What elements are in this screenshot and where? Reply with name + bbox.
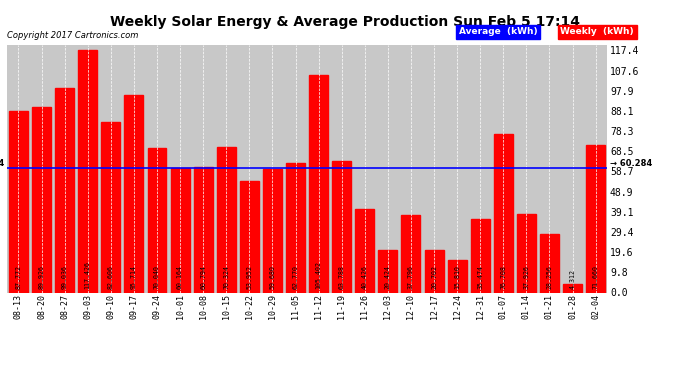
Bar	[563, 284, 582, 292]
Text: 82.606: 82.606	[108, 266, 114, 290]
Text: 37.926: 37.926	[524, 266, 529, 290]
Text: Weekly  (kWh): Weekly (kWh)	[560, 27, 634, 36]
Text: 95.714: 95.714	[131, 266, 137, 290]
Text: 20.702: 20.702	[431, 266, 437, 290]
Bar	[124, 95, 144, 292]
Text: 87.772: 87.772	[15, 266, 21, 290]
Text: 60.794: 60.794	[200, 266, 206, 290]
Bar	[286, 163, 305, 292]
Text: 63.788: 63.788	[339, 266, 345, 290]
Bar	[9, 111, 28, 292]
Text: 89.926: 89.926	[39, 266, 45, 290]
Bar	[586, 145, 605, 292]
Bar	[540, 234, 559, 292]
Text: 117.426: 117.426	[85, 261, 90, 290]
Text: Copyright 2017 Cartronics.com: Copyright 2017 Cartronics.com	[7, 31, 138, 40]
Bar	[471, 219, 490, 292]
Bar	[170, 168, 190, 292]
Bar	[194, 167, 213, 292]
Text: 37.796: 37.796	[408, 266, 414, 290]
Text: 4.312: 4.312	[569, 269, 575, 290]
Text: 59.680: 59.680	[269, 266, 275, 290]
Bar	[424, 250, 444, 292]
Text: 70.040: 70.040	[154, 266, 160, 290]
Bar	[517, 214, 536, 292]
Text: 62.770: 62.770	[293, 266, 299, 290]
Bar	[402, 214, 420, 292]
Text: → 60.284: → 60.284	[610, 159, 652, 168]
Text: 105.402: 105.402	[315, 261, 322, 290]
Bar	[217, 147, 236, 292]
Bar	[332, 161, 351, 292]
Text: 60.164: 60.164	[177, 266, 183, 290]
Text: 53.952: 53.952	[246, 266, 253, 290]
Text: 70.324: 70.324	[224, 266, 229, 290]
Text: 20.424: 20.424	[385, 266, 391, 290]
Bar	[55, 88, 74, 292]
Text: 76.708: 76.708	[500, 266, 506, 290]
Text: 40.426: 40.426	[362, 266, 368, 290]
Text: 28.256: 28.256	[546, 266, 553, 290]
Text: Average  (kWh): Average (kWh)	[459, 27, 538, 36]
Bar	[355, 209, 374, 292]
Text: 71.660: 71.660	[593, 266, 599, 290]
Text: 35.474: 35.474	[477, 266, 483, 290]
Bar	[448, 260, 466, 292]
Text: 15.810: 15.810	[454, 266, 460, 290]
Bar	[494, 134, 513, 292]
Text: ← 60.284: ← 60.284	[0, 159, 4, 168]
Bar	[148, 148, 166, 292]
Bar	[263, 170, 282, 292]
Bar	[309, 75, 328, 292]
Bar	[240, 181, 259, 292]
Bar	[378, 251, 397, 292]
Bar	[78, 50, 97, 292]
Text: Weekly Solar Energy & Average Production Sun Feb 5 17:14: Weekly Solar Energy & Average Production…	[110, 15, 580, 29]
Text: 99.036: 99.036	[61, 266, 68, 290]
Bar	[101, 122, 120, 292]
Bar	[32, 107, 51, 292]
